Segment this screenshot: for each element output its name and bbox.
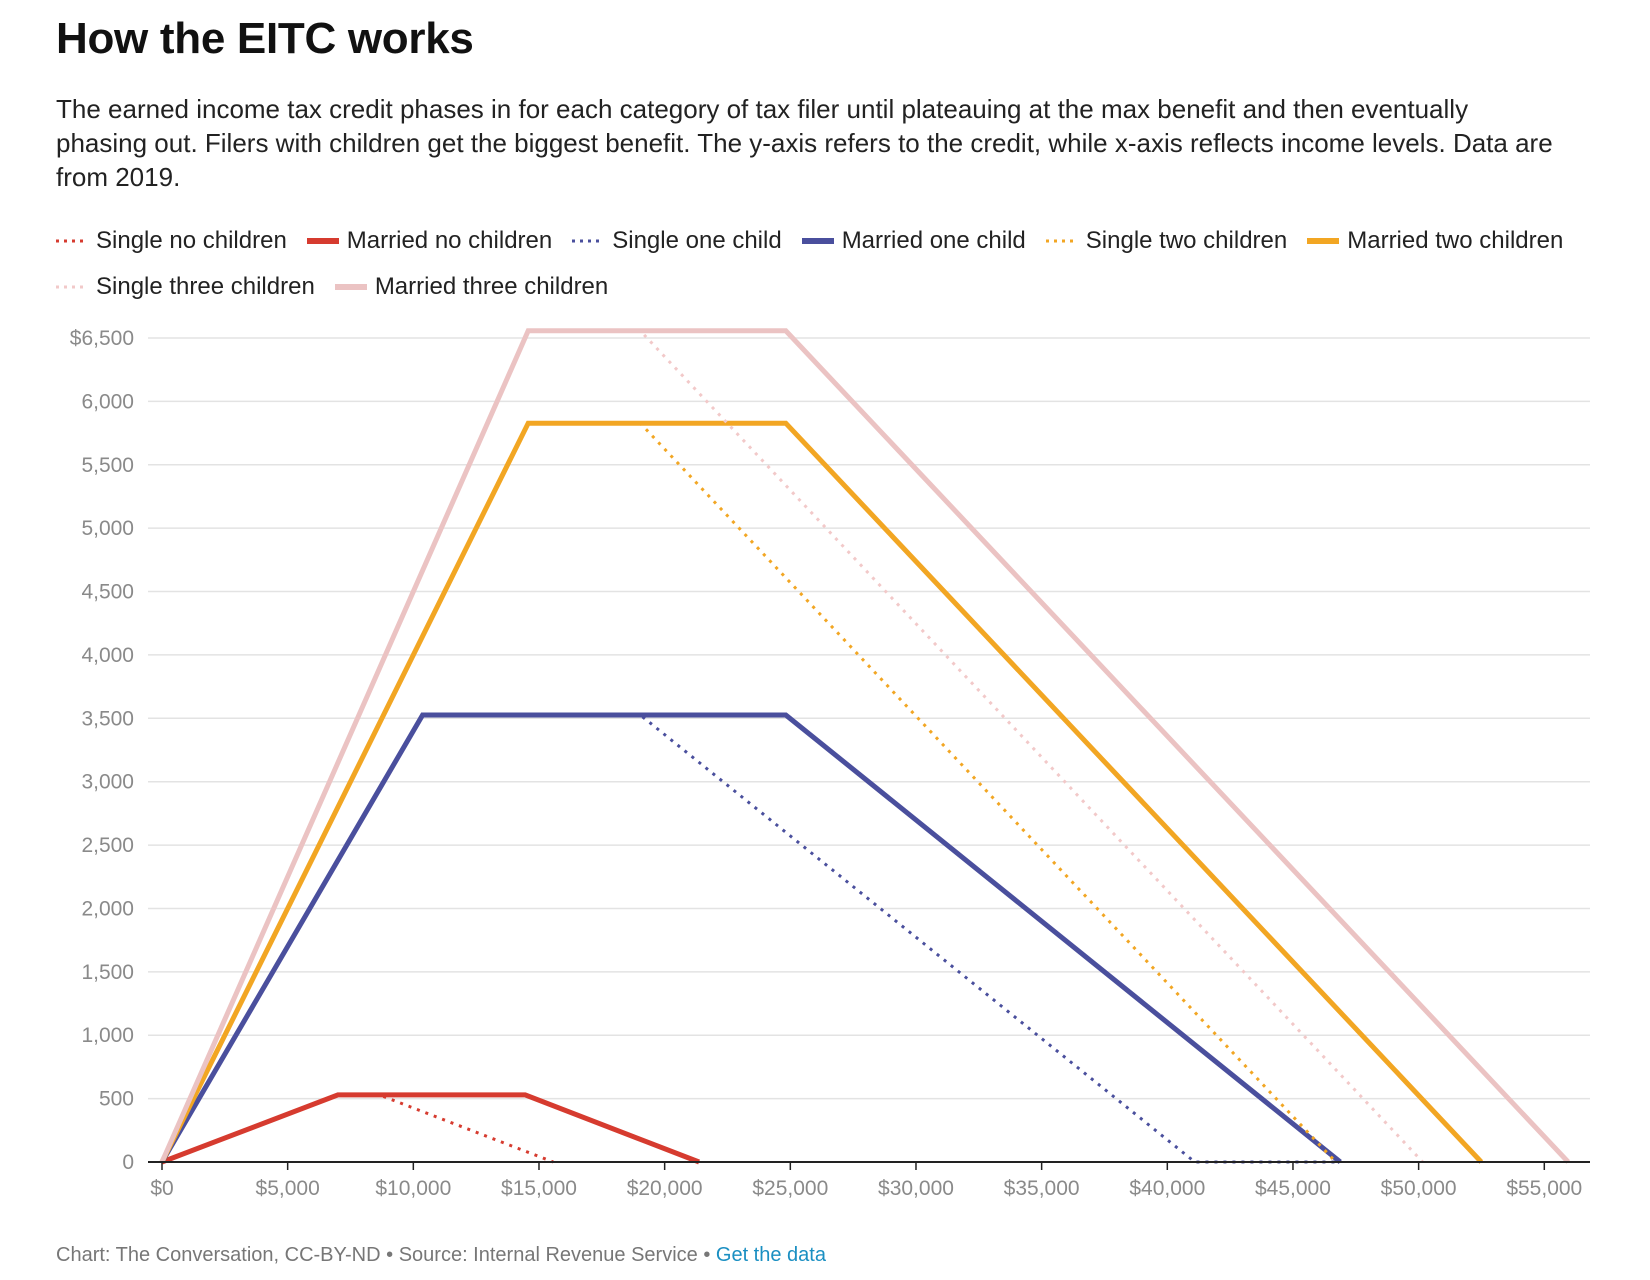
y-tick-label: 5,000 [81, 517, 134, 540]
get-data-link[interactable]: Get the data [715, 1244, 826, 1266]
series-line-married-one-child[interactable] [159, 712, 1342, 1164]
y-tick-label: 4,500 [81, 581, 134, 604]
legend-label: Single three children [96, 273, 315, 300]
legend-swatch [56, 239, 88, 243]
y-tick-label: 1,000 [81, 1024, 134, 1047]
series-line-married-no-children[interactable] [161, 1092, 700, 1165]
series-line-married-two-children[interactable] [159, 420, 1484, 1164]
x-tick-label: $50,000 [1381, 1177, 1457, 1200]
y-tick-label: 3,500 [81, 707, 134, 730]
legend-label: Married no children [346, 227, 553, 254]
x-tick-label: $10,000 [375, 1177, 451, 1200]
legend-row-1: Single no children Married no children S… [56, 218, 1616, 264]
footer-separator: • [697, 1244, 716, 1266]
legend-item[interactable]: Married one child [801, 227, 1026, 255]
x-tick-label: $55,000 [1506, 1177, 1582, 1200]
y-tick-label: 2,000 [81, 897, 134, 920]
legend-item[interactable]: Married two children [1307, 227, 1563, 255]
series-line-single-no-children[interactable] [161, 1093, 554, 1164]
axes: 0 500 1,000 1,500 2,000 2,500 3,000 3,500 4,000 4… [70, 327, 1590, 1200]
y-tick-label: 0 [122, 1151, 134, 1174]
legend-item[interactable]: Single three children [56, 273, 315, 301]
legend-swatch [306, 238, 339, 244]
footer-separator: • [380, 1244, 399, 1266]
x-tick-label: $25,000 [752, 1177, 828, 1200]
x-tick-label: $35,000 [1004, 1177, 1080, 1200]
x-tick-label: $0 [150, 1177, 173, 1200]
y-tick-label: 2,500 [81, 834, 134, 857]
series-line-single-three-children[interactable] [160, 329, 1424, 1164]
chart-description: The earned income tax credit phases in f… [56, 94, 1553, 192]
legend-swatch [1307, 238, 1340, 244]
x-tick-label: $30,000 [878, 1177, 954, 1200]
legend-item[interactable]: Single one child [572, 227, 782, 255]
series-line-married-three-children[interactable] [159, 328, 1571, 1164]
x-tick-label: $45,000 [1255, 1177, 1331, 1200]
legend-swatch [334, 284, 367, 290]
legend-item[interactable]: Married no children [306, 227, 553, 255]
y-tick-label: 3,000 [81, 771, 134, 794]
y-tick-label: 5,500 [81, 454, 134, 477]
legend: Single no children Married no children S… [56, 218, 1616, 310]
legend-label: Married two children [1347, 227, 1564, 254]
line-chart: 0 500 1,000 1,500 2,000 2,500 3,000 3,500 4,000 4… [70, 327, 1590, 1200]
legend-label: Married one child [841, 227, 1026, 254]
chart-title: How the EITC works [56, 14, 474, 63]
legend-item[interactable]: Single no children [56, 227, 287, 255]
source-text: Source: Internal Revenue Service [398, 1244, 698, 1266]
chart-credit: Chart: The Conversation, CC-BY-ND [56, 1244, 381, 1266]
legend-swatch [56, 285, 88, 289]
legend-label: Single two children [1085, 227, 1288, 254]
y-tick-label: 4,000 [81, 644, 134, 667]
series-lines [159, 328, 1571, 1165]
x-tick-label: $20,000 [627, 1177, 703, 1200]
legend-label: Single no children [96, 227, 287, 254]
gridlines [148, 337, 1590, 1100]
legend-swatch [572, 239, 605, 243]
legend-row-2: Single three children Married three chil… [56, 264, 1616, 310]
legend-item[interactable]: Married three children [334, 273, 609, 301]
legend-label: Single one child [612, 227, 782, 254]
y-tick-label: 500 [99, 1088, 134, 1111]
x-tick-label: $5,000 [256, 1177, 320, 1200]
y-tick-label: 6,000 [81, 390, 134, 413]
legend-swatch [801, 238, 834, 244]
legend-item[interactable]: Single two children [1045, 227, 1288, 255]
chart-footer: Chart: The Conversation, CC-BY-ND • Sour… [56, 1244, 826, 1267]
legend-label: Married three children [374, 273, 609, 300]
legend-swatch [1045, 239, 1078, 243]
x-tick-label: $15,000 [501, 1177, 577, 1200]
y-tick-label: 1,500 [81, 961, 134, 984]
x-tick-label: $40,000 [1129, 1177, 1205, 1200]
y-tick-label: $6,500 [70, 327, 134, 350]
series-line-single-two-children[interactable] [160, 421, 1337, 1164]
